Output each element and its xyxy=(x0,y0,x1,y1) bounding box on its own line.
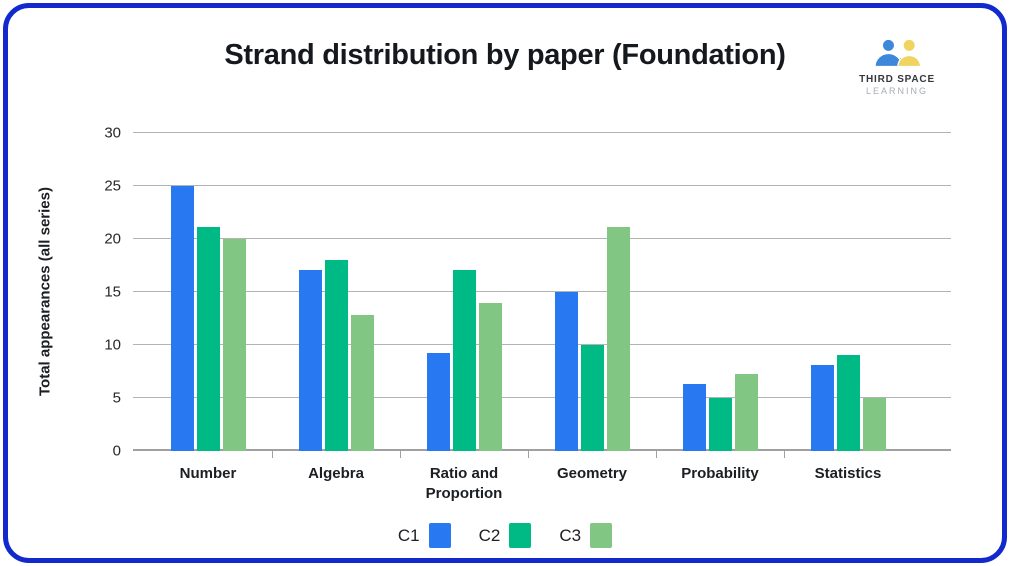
y-tick-label: 30 xyxy=(104,124,121,142)
bar-c2-number xyxy=(196,227,220,451)
legend-swatch xyxy=(509,523,532,548)
x-axis-label-probability: Probability xyxy=(681,465,759,482)
x-axis-tick xyxy=(656,451,657,458)
bar-group xyxy=(656,133,784,451)
y-axis-title: Total appearances (all series) xyxy=(36,187,54,397)
bar-group xyxy=(272,133,400,451)
legend-item-c3: C3 xyxy=(559,523,613,548)
bar-group xyxy=(144,133,272,451)
legend-label: C3 xyxy=(559,525,582,545)
x-axis-label-ratio-and-proportion: Ratio and Proportion xyxy=(425,465,503,502)
y-tick-label: 25 xyxy=(104,177,121,195)
bar-c2-probability xyxy=(708,398,732,451)
x-axis-ticks xyxy=(144,133,912,458)
bar-c3-geometry xyxy=(606,227,630,451)
legend-label: C2 xyxy=(478,525,501,545)
gridline xyxy=(133,291,951,292)
card-frame: Strand distribution by paper (Foundation… xyxy=(3,3,1007,563)
bar-group xyxy=(400,133,528,451)
x-axis-tick xyxy=(784,451,785,458)
bar-c1-probability xyxy=(682,384,706,451)
y-tick-label: 20 xyxy=(104,230,121,248)
x-axis-label-number: Number xyxy=(179,465,237,482)
x-axis-line xyxy=(133,449,951,451)
bar-c3-ratio-and-proportion xyxy=(478,302,502,451)
gridline xyxy=(133,132,951,133)
y-tick-label: 0 xyxy=(112,442,121,460)
gridline xyxy=(133,397,951,398)
x-axis-label-algebra: Algebra xyxy=(308,465,364,482)
bar-c3-number xyxy=(222,239,246,451)
plot-area: 0 5 10 15 20 25 30 xyxy=(104,126,951,459)
x-axis-label-geometry: Geometry xyxy=(556,465,628,482)
bar-c1-algebra xyxy=(298,269,322,451)
brand-logo: THIRD SPACE LEARNING xyxy=(852,36,942,96)
gridline xyxy=(133,185,951,186)
legend-item-c1: C1 xyxy=(398,523,451,548)
gridline xyxy=(133,344,951,345)
bar-c1-ratio-and-proportion xyxy=(426,353,450,451)
bar-group xyxy=(528,133,656,451)
bar-c1-number xyxy=(170,186,194,451)
bar-c1-statistics xyxy=(810,365,834,451)
legend-item-c2: C2 xyxy=(479,523,532,548)
x-axis-labels: Number Algebra Ratio and Proportion Geometr… xyxy=(144,464,912,503)
bar-c2-geometry xyxy=(580,345,604,451)
y-tick-label: 10 xyxy=(104,336,121,354)
legend-label: C1 xyxy=(397,525,420,545)
legend-swatch xyxy=(428,523,451,548)
y-tick-label: 5 xyxy=(112,389,121,407)
brand-name-line2: LEARNING xyxy=(865,86,928,96)
x-axis-tick xyxy=(272,451,273,458)
x-axis-tick xyxy=(528,451,529,458)
bar-groups xyxy=(144,133,912,451)
bar-c2-algebra xyxy=(324,260,348,451)
bar-group xyxy=(784,133,912,451)
brand-name-line1: THIRD SPACE xyxy=(859,74,935,85)
legend-swatch xyxy=(590,523,613,548)
bar-c3-algebra xyxy=(350,315,374,451)
y-tick-label: 15 xyxy=(104,283,121,301)
bar-c3-probability xyxy=(734,373,758,451)
bar-c1-geometry xyxy=(554,292,578,451)
bar-c3-statistics xyxy=(862,398,886,451)
bar-c2-statistics xyxy=(836,354,860,451)
legend: C1 C2 C3 xyxy=(8,523,1002,548)
logo-people-icon xyxy=(874,38,922,68)
gridline xyxy=(133,238,951,239)
chart-title: Strand distribution by paper (Foundation… xyxy=(224,39,786,71)
bar-c2-ratio-and-proportion xyxy=(452,269,476,451)
x-axis-label-statistics: Statistics xyxy=(814,465,882,482)
x-axis-tick xyxy=(400,451,401,458)
